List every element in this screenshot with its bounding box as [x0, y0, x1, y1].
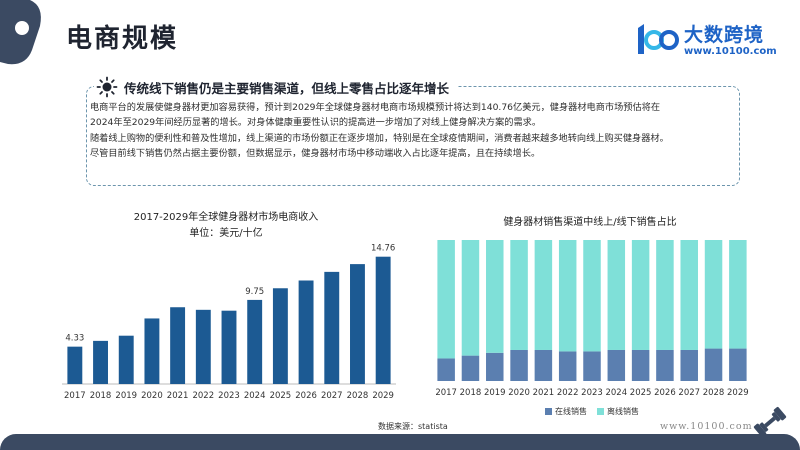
x-tick-label: 2021 — [167, 391, 189, 401]
bar-offline — [486, 240, 504, 353]
bar — [324, 271, 340, 384]
bar-online — [680, 349, 698, 381]
revenue-chart-unit: 单位：美元/十亿 — [189, 228, 263, 239]
x-tick-label: 2023 — [581, 388, 603, 398]
summary-line: 2024年至2029年间经历显著的增长。对身体健康重要性认识的提高进一步增加了对… — [90, 117, 542, 129]
brand-url: www.10100.com — [684, 46, 777, 57]
bar — [93, 340, 108, 384]
sun-icon — [96, 76, 118, 98]
x-tick-label: 2025 — [270, 391, 292, 401]
bar-online — [704, 348, 723, 381]
bar — [221, 310, 237, 384]
bar-offline — [534, 240, 553, 350]
x-tick-label: 2027 — [678, 388, 700, 398]
bar-offline — [461, 240, 480, 356]
bar — [350, 264, 365, 384]
legend-item-online: 在线销售 — [545, 406, 587, 417]
bar-online — [607, 349, 626, 381]
brand-logo-icon — [638, 24, 679, 54]
data-label: 9.75 — [245, 287, 264, 297]
watermark: www.10100.com — [660, 421, 753, 432]
channel-chart-legend: 在线销售 离线销售 — [545, 406, 649, 417]
bar-online — [583, 351, 601, 381]
summary-line: 随着线上购物的便利性和普及性增加，线上渠道的市场份额正在逐步增加，特别是在全球疫… — [90, 132, 669, 144]
x-tick-label: 2018 — [460, 388, 482, 398]
x-tick-label: 2022 — [557, 388, 579, 398]
footer-bar — [0, 434, 800, 450]
summary-heading: 传统线下销售仍是主要销售渠道，但线上零售占比逐年增长 — [94, 74, 458, 100]
x-tick-label: 2023 — [218, 391, 240, 401]
data-label: 4.33 — [65, 334, 84, 344]
x-tick-label: 2027 — [321, 391, 343, 401]
x-tick-label: 2025 — [630, 388, 652, 398]
bar-online — [656, 349, 674, 381]
x-tick-label: 2020 — [508, 388, 530, 398]
page-title: 电商规模 — [66, 24, 179, 54]
bar — [298, 280, 314, 384]
dumbbell-icon — [753, 406, 787, 438]
x-tick-label: 2028 — [703, 388, 725, 398]
bar — [247, 299, 263, 384]
bar — [144, 318, 160, 384]
bar-online — [437, 358, 455, 381]
x-tick-label: 2026 — [654, 388, 676, 398]
bar-offline — [510, 240, 528, 350]
x-tick-label: 2029 — [372, 391, 394, 401]
bar-offline — [656, 240, 674, 350]
bar — [195, 309, 211, 384]
data-label: 14.76 — [371, 244, 395, 254]
x-tick-label: 2017 — [64, 391, 86, 401]
bar-online — [510, 349, 528, 381]
x-tick-label: 2018 — [90, 391, 112, 401]
x-tick-label: 2017 — [435, 388, 457, 398]
x-tick-label: 2019 — [115, 391, 137, 401]
bar-offline — [704, 240, 723, 349]
x-tick-label: 2028 — [347, 391, 369, 401]
bar-offline — [583, 240, 601, 352]
bar-offline — [558, 240, 577, 352]
bar-offline — [631, 240, 650, 350]
bar-online — [486, 352, 504, 381]
brand-logo[interactable]: 大数跨境 www.10100.com — [632, 20, 782, 64]
bar-online — [729, 348, 747, 381]
bar-offline — [680, 240, 698, 350]
bar — [170, 307, 186, 384]
bar — [118, 335, 134, 384]
legend-label-online: 在线销售 — [555, 407, 587, 416]
summary-body: 电商平台的发展使健身器材更加容易获得，预计到2029年全球健身器材电商市场规模预… — [90, 100, 730, 162]
legend-item-offline: 离线销售 — [597, 406, 639, 417]
dumbbell-corner-decoration — [0, 0, 41, 65]
bar — [272, 288, 288, 384]
bar — [375, 256, 391, 384]
bar-online — [558, 351, 577, 381]
x-tick-label: 2021 — [533, 388, 555, 398]
x-tick-label: 2029 — [727, 388, 749, 398]
revenue-bar-chart: 2017 4.33 2018 2019 2020 2021 2022 2023 2024 9.75… — [62, 244, 396, 401]
bar-online — [534, 349, 553, 381]
summary-line: 电商平台的发展使健身器材更加容易获得，预计到2029年全球健身器材电商市场规模预… — [90, 102, 661, 113]
summary-title: 传统线下销售仍是主要销售渠道，但线上零售占比逐年增长 — [124, 80, 450, 96]
bar-online — [631, 349, 650, 381]
legend-swatch-offline — [597, 408, 604, 415]
bar-offline — [437, 240, 455, 359]
channel-chart-title: 健身器材销售渠道中线上/线下销售占比 — [503, 217, 677, 228]
legend-swatch-online — [545, 408, 552, 415]
revenue-chart-title: 2017-2029年全球健身器材市场电商收入 — [133, 212, 319, 223]
x-tick-label: 2024 — [244, 391, 266, 401]
bar-offline — [607, 240, 626, 350]
summary-line: 尽管目前线下销售仍然占据主要份额，但数据显示，健身器材市场中移动端收入占比逐年提… — [90, 148, 541, 160]
channel-stacked-bar-chart: 2017 2018 2019 2020 2021 2022 2023 2024 2025 2026… — [435, 240, 749, 398]
bar — [67, 346, 83, 384]
x-tick-label: 2026 — [295, 391, 317, 401]
x-tick-label: 2022 — [192, 391, 214, 401]
brand-name: 大数跨境 — [684, 24, 765, 46]
bar-offline — [729, 240, 747, 349]
x-tick-label: 2019 — [484, 388, 506, 398]
x-tick-label: 2020 — [141, 391, 163, 401]
x-tick-label: 2024 — [605, 388, 627, 398]
legend-label-offline: 离线销售 — [607, 407, 639, 416]
bar-online — [461, 355, 480, 381]
data-source: 数据来源：statista — [378, 422, 448, 431]
